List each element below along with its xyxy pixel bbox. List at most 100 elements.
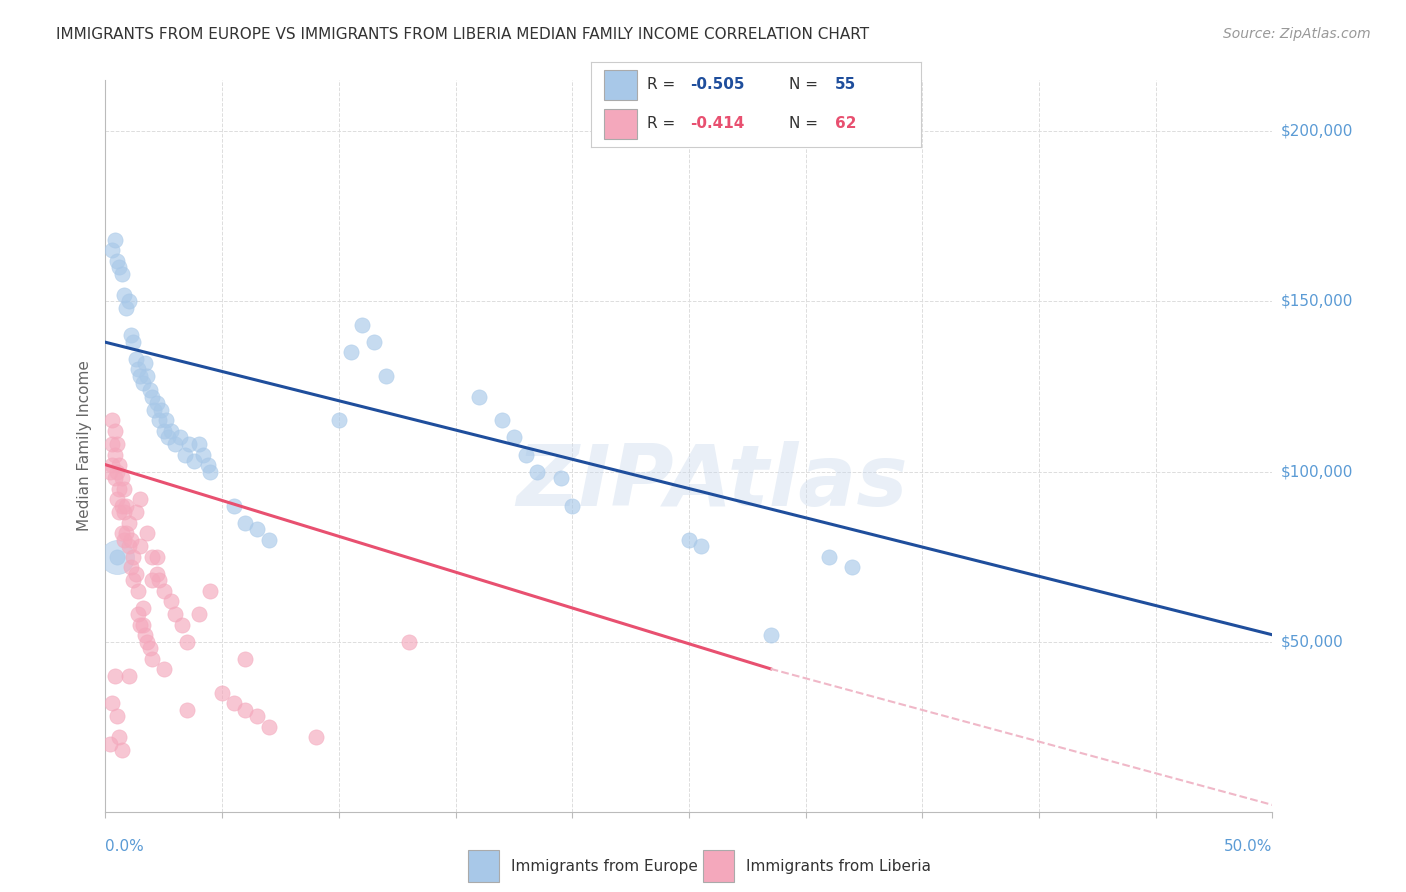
Point bbox=[328, 413, 350, 427]
Point bbox=[759, 628, 782, 642]
Point bbox=[339, 345, 361, 359]
Point bbox=[101, 696, 124, 710]
Point bbox=[111, 525, 134, 540]
Point bbox=[129, 540, 152, 554]
Text: -0.505: -0.505 bbox=[690, 77, 744, 92]
Point bbox=[136, 634, 159, 648]
Point bbox=[122, 549, 145, 564]
Point bbox=[141, 549, 163, 564]
Point bbox=[235, 516, 257, 530]
Point bbox=[122, 574, 145, 588]
Point bbox=[132, 600, 155, 615]
Point bbox=[104, 424, 127, 438]
Point bbox=[105, 253, 128, 268]
Point bbox=[183, 454, 205, 468]
Point bbox=[187, 607, 209, 622]
Point bbox=[146, 566, 169, 581]
Point bbox=[398, 634, 420, 648]
Point bbox=[235, 703, 257, 717]
Point bbox=[125, 505, 148, 519]
Point bbox=[108, 505, 131, 519]
Text: R =: R = bbox=[647, 77, 681, 92]
Point bbox=[352, 318, 374, 333]
Point bbox=[515, 448, 537, 462]
Point bbox=[374, 369, 396, 384]
Point bbox=[112, 482, 135, 496]
Point bbox=[111, 267, 134, 281]
Point bbox=[139, 641, 162, 656]
Point bbox=[818, 549, 841, 564]
Point bbox=[222, 696, 245, 710]
Point bbox=[115, 525, 138, 540]
Text: N =: N = bbox=[789, 116, 823, 131]
Point bbox=[104, 471, 127, 485]
Point bbox=[152, 662, 174, 676]
Point bbox=[120, 533, 142, 547]
Text: 62: 62 bbox=[835, 116, 856, 131]
Point bbox=[101, 458, 124, 472]
Point bbox=[561, 499, 583, 513]
Bar bbox=[603, 109, 637, 139]
Y-axis label: Median Family Income: Median Family Income bbox=[77, 360, 93, 532]
Point bbox=[193, 448, 215, 462]
Point bbox=[141, 390, 163, 404]
Text: R =: R = bbox=[647, 116, 681, 131]
Point bbox=[105, 549, 128, 564]
Text: Immigrants from Liberia: Immigrants from Liberia bbox=[747, 859, 931, 873]
Point bbox=[111, 471, 134, 485]
Point bbox=[176, 634, 198, 648]
Point bbox=[127, 583, 149, 598]
Point bbox=[101, 244, 124, 258]
Point bbox=[526, 465, 548, 479]
Point bbox=[257, 720, 280, 734]
Point bbox=[197, 458, 219, 472]
Point bbox=[841, 559, 863, 574]
Point bbox=[152, 583, 174, 598]
Point bbox=[246, 709, 269, 723]
Point bbox=[101, 413, 124, 427]
Point bbox=[105, 709, 128, 723]
Point bbox=[129, 369, 152, 384]
Point bbox=[246, 522, 269, 536]
Text: 0.0%: 0.0% bbox=[105, 839, 145, 855]
Point bbox=[257, 533, 280, 547]
Point bbox=[157, 430, 180, 444]
Point bbox=[159, 424, 181, 438]
Point bbox=[129, 491, 152, 506]
Point bbox=[118, 540, 141, 554]
Point bbox=[179, 437, 201, 451]
Point bbox=[159, 594, 181, 608]
Text: Source: ZipAtlas.com: Source: ZipAtlas.com bbox=[1223, 27, 1371, 41]
Point bbox=[678, 533, 700, 547]
Text: $200,000: $200,000 bbox=[1281, 124, 1353, 139]
Point bbox=[136, 525, 159, 540]
Point bbox=[98, 465, 121, 479]
Point bbox=[118, 516, 141, 530]
Text: $150,000: $150,000 bbox=[1281, 293, 1353, 309]
Point bbox=[550, 471, 572, 485]
Point bbox=[363, 335, 385, 350]
Text: $50,000: $50,000 bbox=[1281, 634, 1344, 649]
Point bbox=[200, 465, 222, 479]
Point bbox=[200, 583, 222, 598]
Point bbox=[104, 448, 127, 462]
Point bbox=[143, 403, 166, 417]
Bar bbox=[703, 850, 734, 882]
Point bbox=[502, 430, 524, 444]
Point bbox=[304, 730, 326, 744]
Point bbox=[115, 301, 138, 316]
Point bbox=[165, 437, 187, 451]
Point bbox=[122, 335, 145, 350]
Point bbox=[120, 328, 142, 343]
Point bbox=[105, 437, 128, 451]
Point bbox=[111, 743, 134, 757]
Text: Immigrants from Europe: Immigrants from Europe bbox=[512, 859, 699, 873]
Point bbox=[111, 499, 134, 513]
Point bbox=[136, 369, 159, 384]
Point bbox=[118, 668, 141, 682]
Point bbox=[108, 458, 131, 472]
Point bbox=[222, 499, 245, 513]
Point bbox=[134, 628, 156, 642]
Point bbox=[129, 617, 152, 632]
Point bbox=[125, 352, 148, 367]
